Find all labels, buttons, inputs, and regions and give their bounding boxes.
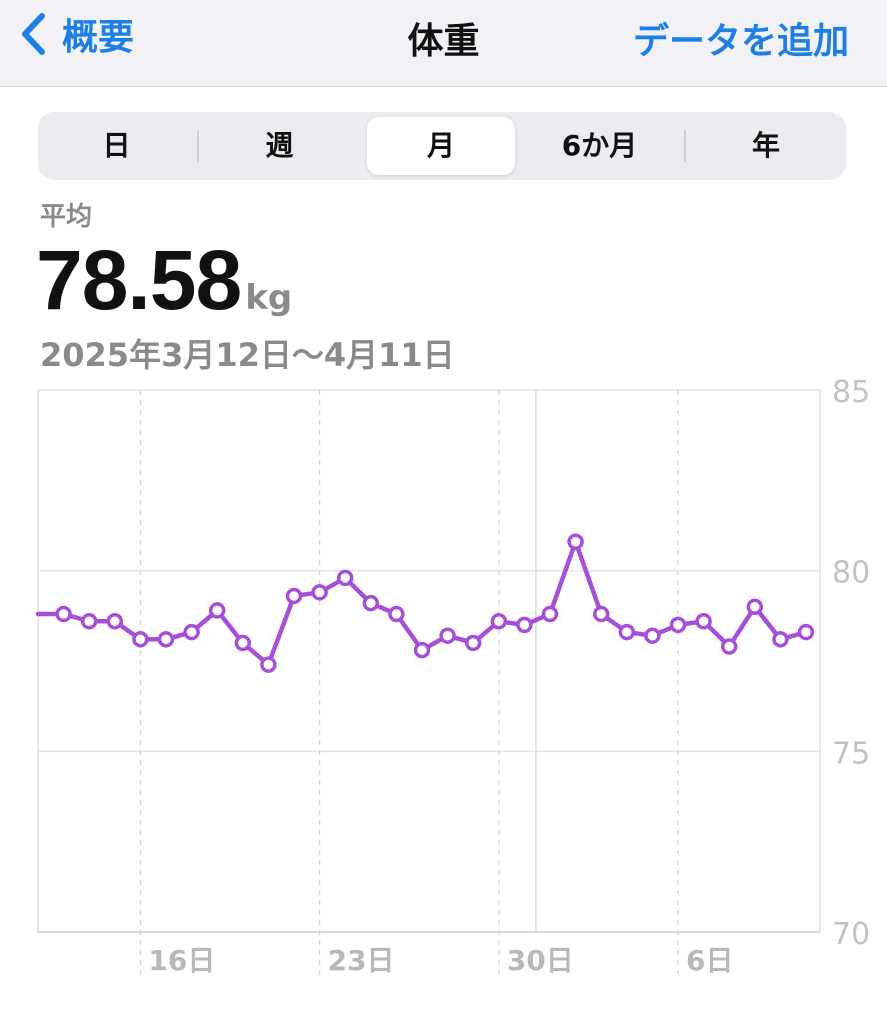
segment-divider [197, 130, 199, 162]
segment-divider [684, 130, 686, 162]
data-point[interactable] [55, 605, 72, 623]
page-title: 体重 [407, 21, 480, 62]
x-tick-label: 30日 [507, 944, 574, 977]
data-point[interactable] [336, 569, 354, 587]
back-button[interactable]: 概要 [18, 10, 134, 58]
data-point[interactable] [516, 616, 533, 634]
data-point[interactable] [490, 613, 508, 630]
add-data-button[interactable]: データを追加 [632, 21, 849, 62]
average-display: 78.58 kg [36, 232, 293, 327]
data-point[interactable] [106, 613, 124, 630]
data-point[interactable] [746, 598, 764, 616]
data-point[interactable] [797, 623, 815, 641]
data-point[interactable] [567, 533, 584, 551]
data-point[interactable] [618, 623, 636, 641]
y-tick-label: 70 [832, 917, 870, 952]
data-point[interactable] [464, 634, 482, 652]
data-point[interactable] [183, 623, 200, 641]
x-tick-label: 6日 [686, 944, 733, 977]
segment-year[interactable]: 年 [751, 129, 780, 162]
segment-month[interactable]: 月 [367, 117, 515, 175]
period-segmented-control: 日 週 月 6か月 年 [38, 112, 846, 180]
weight-line-chart[interactable]: 70 75 80 85 16日 23日 30日 6日 [0, 370, 887, 1000]
data-point[interactable] [541, 605, 559, 623]
data-point[interactable] [772, 631, 789, 648]
data-point[interactable] [208, 602, 226, 619]
data-point[interactable] [157, 631, 175, 648]
data-point[interactable] [285, 587, 303, 605]
data-point[interactable] [234, 634, 252, 652]
data-point[interactable] [695, 613, 712, 630]
y-tick-label: 75 [832, 736, 870, 771]
average-label: 平均 [40, 202, 93, 232]
x-tick-label: 16日 [148, 944, 215, 977]
segment-week[interactable]: 週 [265, 129, 294, 162]
data-point[interactable] [413, 641, 431, 659]
data-point[interactable] [388, 605, 405, 623]
average-value: 78.58 [36, 233, 242, 327]
y-tick-label: 80 [832, 556, 870, 591]
segment-six-months[interactable]: 6か月 [561, 129, 638, 162]
data-point[interactable] [362, 594, 380, 612]
data-point[interactable] [439, 627, 456, 644]
data-point[interactable] [260, 656, 277, 673]
data-point[interactable] [132, 631, 149, 648]
average-unit: kg [245, 278, 293, 318]
data-point[interactable] [311, 584, 328, 601]
back-label: 概要 [62, 17, 135, 58]
segment-day[interactable]: 日 [102, 129, 131, 162]
chevron-left-icon [22, 13, 45, 55]
navigation-bar: 概要 体重 データを追加 [0, 0, 887, 87]
data-point[interactable] [669, 616, 687, 634]
data-point[interactable] [644, 627, 661, 644]
date-range: 2025年3月12日〜4月11日 [40, 336, 455, 374]
data-point[interactable] [592, 605, 610, 623]
x-tick-label: 23日 [328, 944, 395, 977]
data-point[interactable] [80, 613, 98, 630]
y-tick-label: 85 [832, 375, 870, 410]
data-point[interactable] [720, 638, 738, 655]
